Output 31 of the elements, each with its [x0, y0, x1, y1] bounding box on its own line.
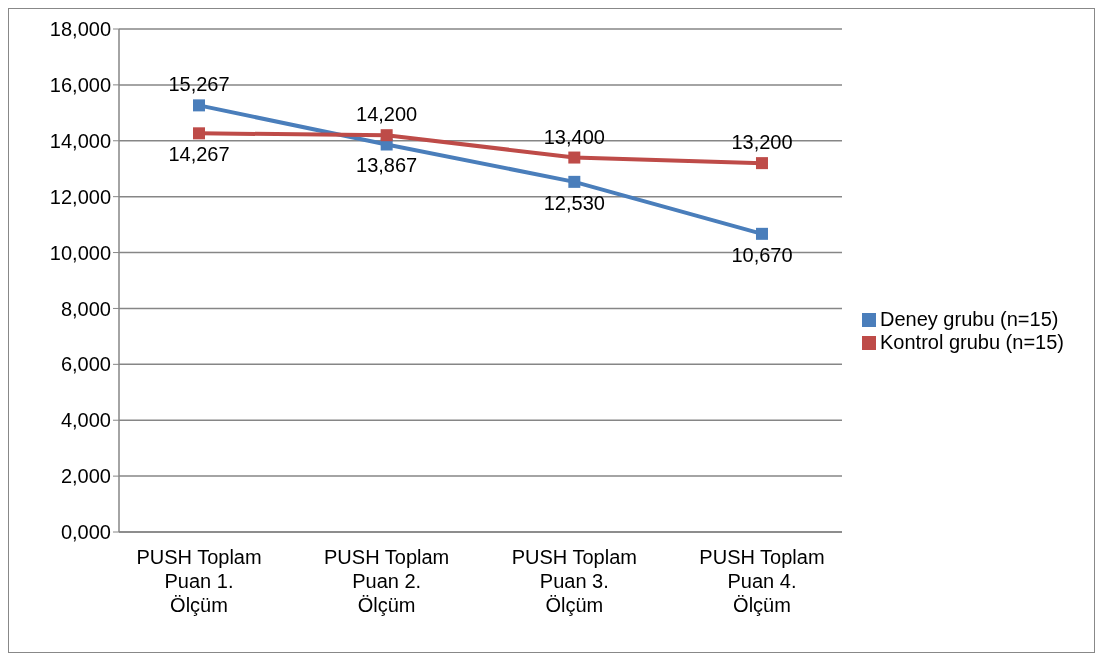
y-tick-label: 8,000 — [60, 297, 111, 320]
y-tick-label: 10,000 — [49, 241, 111, 264]
x-tick-label: PUSH Toplam Puan 1. Ölçüm — [136, 546, 262, 616]
x-tick-label: PUSH Toplam Puan 2. Ölçüm — [324, 546, 450, 616]
legend-label: Kontrol grubu (n=15) — [879, 330, 1064, 353]
y-tick-label: 14,000 — [49, 129, 111, 152]
y-tick-label: 12,000 — [49, 185, 111, 208]
point — [380, 129, 393, 142]
y-tick-label: 6,000 — [60, 353, 111, 376]
point — [568, 151, 581, 164]
y-tick-label: 4,000 — [60, 409, 111, 432]
x-tick-label: PUSH Toplam Puan 3. Ölçüm — [511, 546, 637, 616]
data-label: 13,400 — [543, 125, 605, 148]
y-tick-label: 2,000 — [60, 465, 111, 488]
y-tick-label: 18,000 — [49, 18, 111, 41]
data-label: 13,200 — [731, 131, 793, 154]
point — [755, 157, 768, 170]
data-label: 15,267 — [168, 73, 230, 96]
point — [568, 175, 581, 188]
point — [755, 227, 768, 240]
x-tick-label: PUSH Toplam Puan 4. Ölçüm — [699, 546, 825, 616]
data-label: 13,867 — [356, 154, 418, 177]
data-label: 14,200 — [356, 103, 418, 126]
data-label: 10,670 — [731, 243, 793, 266]
legend-label: Deney grubu (n=15) — [879, 307, 1059, 330]
data-label: 14,267 — [168, 143, 230, 166]
point — [193, 99, 205, 112]
y-tick-label: 16,000 — [49, 73, 111, 96]
point — [193, 127, 205, 140]
y-tick-label: 0,000 — [60, 521, 111, 544]
data-label: 12,530 — [543, 191, 605, 214]
